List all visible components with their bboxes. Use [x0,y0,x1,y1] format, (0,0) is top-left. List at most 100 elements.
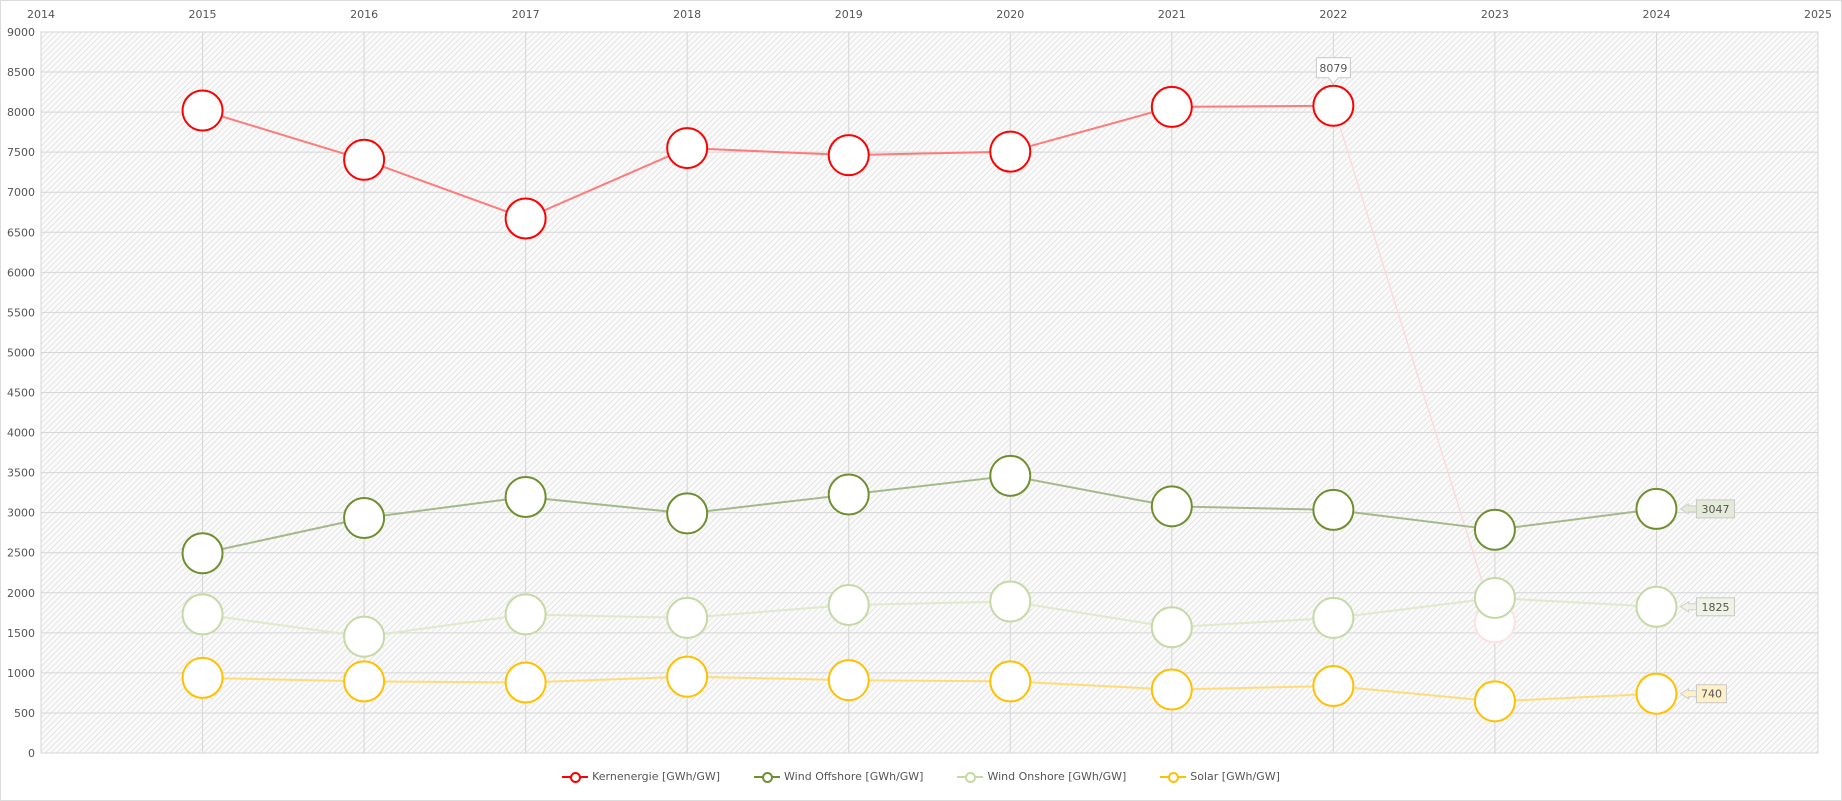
y-tick-label: 0 [28,747,35,760]
data-point-marker [343,660,386,703]
data-point-marker [666,655,709,698]
series-line-segment [687,147,849,157]
data-point-marker [504,593,547,636]
y-tick-label: 1000 [7,667,35,680]
series-line-segment [1010,680,1172,691]
data-point-marker [1635,585,1678,628]
legend-item[interactable]: Solar [GWh/GW] [1160,770,1280,783]
series-line-segment [1494,507,1657,531]
data-point-marker [666,127,709,170]
x-tick-label: 2019 [835,8,863,21]
series-line-segment [1171,505,1334,511]
legend-label: Kernenergie [GWh/GW] [592,770,721,783]
legend-item[interactable]: Wind Offshore [GWh/GW] [754,770,923,783]
y-tick-label: 4000 [7,427,35,440]
data-point-marker [343,615,386,658]
y-tick-label: 7500 [7,146,35,159]
legend: Kernenergie [GWh/GW] Wind Offshore [GWh/G… [0,770,1842,783]
data-label: 8079 [1319,62,1347,75]
legend-marker-icon [1160,771,1187,783]
data-point-marker [504,661,547,704]
series-line-segment [848,150,1011,157]
x-tick-label: 2018 [673,8,701,21]
legend-label: Solar [GWh/GW] [1190,770,1280,783]
series-line-segment [202,613,365,638]
data-point-marker [1150,85,1193,128]
data-point-marker [1635,487,1678,530]
y-tick-label: 7000 [7,186,35,199]
data-point-marker [666,596,709,639]
y-tick-label: 5000 [7,346,35,359]
data-label: 740 [1701,688,1722,701]
data-point-marker [504,197,547,240]
series-line-segment [1333,685,1496,703]
legend-marker-icon [562,771,589,783]
data-point-marker [827,473,870,516]
y-tick-label: 6500 [7,226,35,239]
data-point-marker [989,580,1032,623]
series-line-segment [1171,685,1334,691]
data-point-marker [343,497,386,540]
y-tick-label: 2500 [7,547,35,560]
legend-item[interactable]: Kernenergie [GWh/GW] [562,770,720,783]
x-tick-label: 2016 [350,8,378,21]
x-tick-label: 2023 [1481,8,1509,21]
series-line-segment [848,679,1011,683]
data-point-marker [504,475,547,518]
series-line-segment [525,147,688,220]
data-point-marker [1635,672,1678,715]
series-line-segment [1010,600,1172,629]
series-line-segment [1332,105,1496,623]
y-tick-label: 8000 [7,106,35,119]
series-line-segment [1333,508,1496,531]
data-point-marker [827,134,870,177]
data-label: 3047 [1701,503,1729,516]
y-tick-label: 4500 [7,387,35,400]
series-line-segment [525,495,688,515]
series-line-segment [1171,616,1334,629]
data-point-marker [827,583,870,626]
data-point-marker [1150,606,1193,649]
x-tick-label: 2017 [512,8,540,21]
y-tick-label: 3000 [7,507,35,520]
y-tick-label: 8500 [7,66,35,79]
legend-label: Wind Offshore [GWh/GW] [784,770,924,783]
data-point-marker [181,593,224,636]
series-line-segment [525,613,688,619]
x-tick-label: 2025 [1804,8,1832,21]
legend-marker-icon [754,771,781,783]
data-point-marker [666,492,709,535]
legend-item[interactable]: Wind Onshore [GWh/GW] [957,770,1126,783]
data-label: 1825 [1701,601,1729,614]
legend-label: Wind Onshore [GWh/GW] [987,770,1127,783]
data-point-marker [1312,596,1355,639]
series-line-segment [687,675,849,682]
y-tick-label: 3500 [7,467,35,480]
series-line-segment [1010,105,1173,153]
series-line-segment [363,613,526,638]
data-point-marker [1473,576,1516,619]
data-point-marker [1473,508,1516,551]
y-tick-label: 6000 [7,266,35,279]
data-point-marker [343,138,386,181]
series-line-segment [687,603,849,619]
data-label-box [1695,684,1727,704]
series-line-segment [1010,474,1173,508]
y-tick-label: 5500 [7,306,35,319]
x-tick-label: 2021 [1158,8,1186,21]
data-point-marker [989,130,1032,173]
data-point-marker [1150,668,1193,711]
data-point-marker [181,656,224,699]
series-line-segment [1494,692,1657,703]
series-line-segment [363,158,526,220]
data-point-marker [181,89,224,132]
series-line-segment [202,517,365,555]
series-line-segment [687,493,849,515]
series-line-segment [1494,596,1657,608]
series-line-segment [202,109,365,161]
series-line-segment [848,600,1011,606]
data-label-box [1315,57,1351,85]
legend-marker-icon [957,771,984,783]
y-tick-label: 9000 [7,26,35,39]
